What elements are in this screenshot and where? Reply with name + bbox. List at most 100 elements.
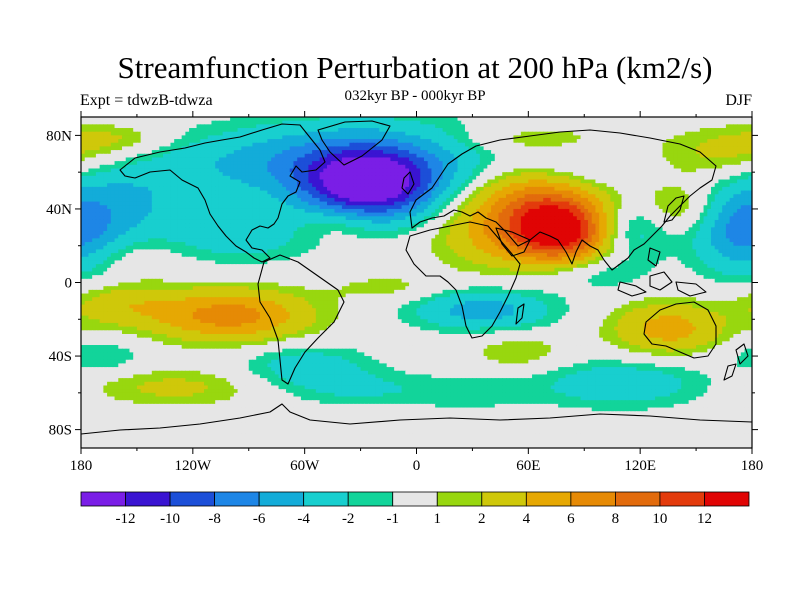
field-cell (554, 161, 559, 166)
field-cell (382, 172, 388, 177)
field-cell (707, 194, 712, 199)
field-cell (345, 212, 350, 217)
field-cell (237, 161, 242, 166)
field-cell (628, 161, 634, 166)
field-cell (595, 124, 600, 129)
field-cell (218, 201, 224, 206)
field-cell (144, 216, 149, 221)
field-cell (457, 179, 462, 184)
field-cell (554, 157, 559, 162)
field-cell (129, 197, 134, 203)
field-cell (252, 194, 257, 199)
field-cell (103, 128, 108, 133)
field-cell (699, 161, 705, 166)
field-cell (554, 194, 559, 199)
field-cell (368, 139, 373, 144)
field-cell (483, 205, 488, 210)
field-cell (610, 172, 615, 177)
field-cell (502, 168, 507, 173)
field-cell (558, 197, 563, 203)
field-cell (558, 139, 563, 144)
field-cell (658, 146, 664, 151)
field-cell (170, 172, 175, 177)
field-cell (207, 135, 213, 140)
field-cell (681, 135, 686, 140)
field-cell (92, 128, 97, 133)
field-cell (192, 212, 198, 217)
field-cell (673, 131, 679, 136)
field-cell (185, 205, 190, 210)
field-cell (174, 153, 179, 159)
field-cell (204, 190, 209, 195)
field-cell (233, 120, 239, 125)
field-cell (259, 153, 265, 159)
field-cell (651, 183, 656, 188)
field-cell (725, 161, 731, 166)
field-cell (248, 128, 254, 133)
field-cell (84, 179, 90, 184)
field-cell (718, 190, 723, 195)
field-cell (558, 120, 563, 125)
field-cell (491, 212, 496, 217)
field-cell (498, 201, 503, 206)
field-cell (293, 208, 298, 214)
field-cell (625, 124, 630, 129)
field-cell (681, 201, 686, 206)
field-cell (502, 131, 507, 136)
field-cell (483, 197, 488, 203)
field-cell (461, 172, 466, 177)
field-cell (744, 168, 749, 173)
field-cell (636, 117, 641, 122)
field-cell (259, 120, 265, 125)
field-cell (386, 120, 392, 125)
field-cell (397, 179, 403, 184)
field-cell (494, 117, 500, 122)
field-cell (476, 150, 481, 155)
field-cell (580, 186, 585, 192)
field-cell (360, 179, 365, 184)
field-cell (207, 146, 213, 151)
field-cell (353, 146, 358, 151)
field-cell (144, 186, 149, 192)
field-cell (341, 194, 347, 199)
field-cell (677, 172, 682, 177)
field-cell (468, 142, 474, 148)
field-cell (200, 201, 205, 206)
field-cell (133, 161, 138, 166)
field-cell (353, 190, 358, 195)
field-cell (509, 135, 515, 140)
field-cell (394, 205, 399, 210)
field-cell (248, 172, 254, 177)
field-cell (341, 212, 347, 217)
field-cell (323, 205, 328, 210)
field-cell (602, 146, 608, 151)
field-cell (606, 135, 611, 140)
field-cell (334, 135, 339, 140)
field-cell (382, 194, 388, 199)
field-cell (669, 124, 675, 129)
field-cell (599, 186, 604, 192)
field-cell (464, 197, 470, 203)
field-cell (628, 208, 634, 214)
field-cell (464, 157, 470, 162)
field-cell (554, 208, 559, 214)
field-cell (569, 216, 574, 221)
field-cell (170, 197, 175, 203)
field-cell (382, 164, 388, 170)
field-cell (442, 120, 447, 125)
field-cell (401, 150, 406, 155)
field-cell (401, 212, 406, 217)
field-cell (107, 208, 112, 214)
field-cell (546, 172, 552, 177)
field-cell (532, 172, 537, 177)
field-cell (177, 150, 183, 155)
field-cell (293, 128, 298, 133)
field-cell (494, 164, 500, 170)
field-cell (271, 146, 276, 151)
field-cell (673, 135, 679, 140)
field-cell (587, 117, 593, 122)
field-cell (438, 164, 444, 170)
field-cell (479, 208, 485, 214)
field-cell (140, 164, 145, 170)
field-cell (427, 205, 433, 210)
